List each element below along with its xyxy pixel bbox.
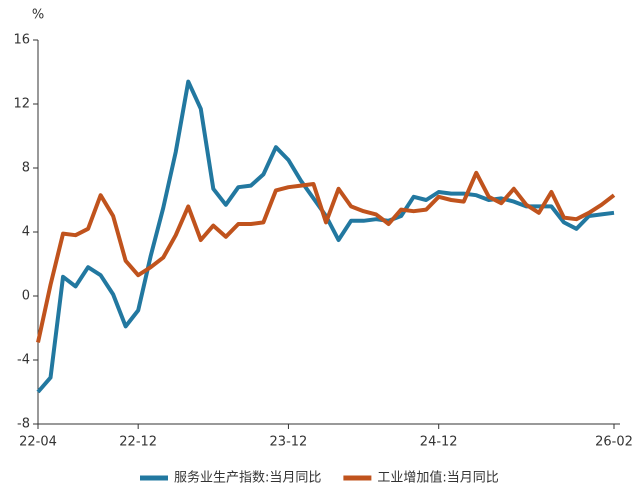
- y-tick-label: 8: [22, 161, 30, 176]
- x-tick-label: 26-02: [595, 435, 633, 450]
- y-tick-label: -8: [17, 417, 30, 432]
- y-tick-label: -4: [17, 353, 30, 368]
- y-tick-label: 16: [13, 33, 30, 48]
- x-tick-label: 23-12: [270, 435, 308, 450]
- x-tick-label: 24-12: [420, 435, 458, 450]
- y-tick-label: 12: [13, 97, 30, 112]
- y-unit: %: [32, 8, 44, 23]
- series-line: [36, 79, 615, 394]
- x-tick-label: 22-04: [19, 435, 57, 450]
- y-tick-label: 4: [22, 225, 30, 240]
- series-line: [36, 170, 616, 343]
- legend-label: 工业增加值:当月同比: [377, 470, 498, 486]
- y-tick-label: 0: [22, 289, 30, 304]
- legend-label: 服务业生产指数:当月同比: [174, 470, 321, 486]
- x-tick-label: 22-12: [119, 435, 157, 450]
